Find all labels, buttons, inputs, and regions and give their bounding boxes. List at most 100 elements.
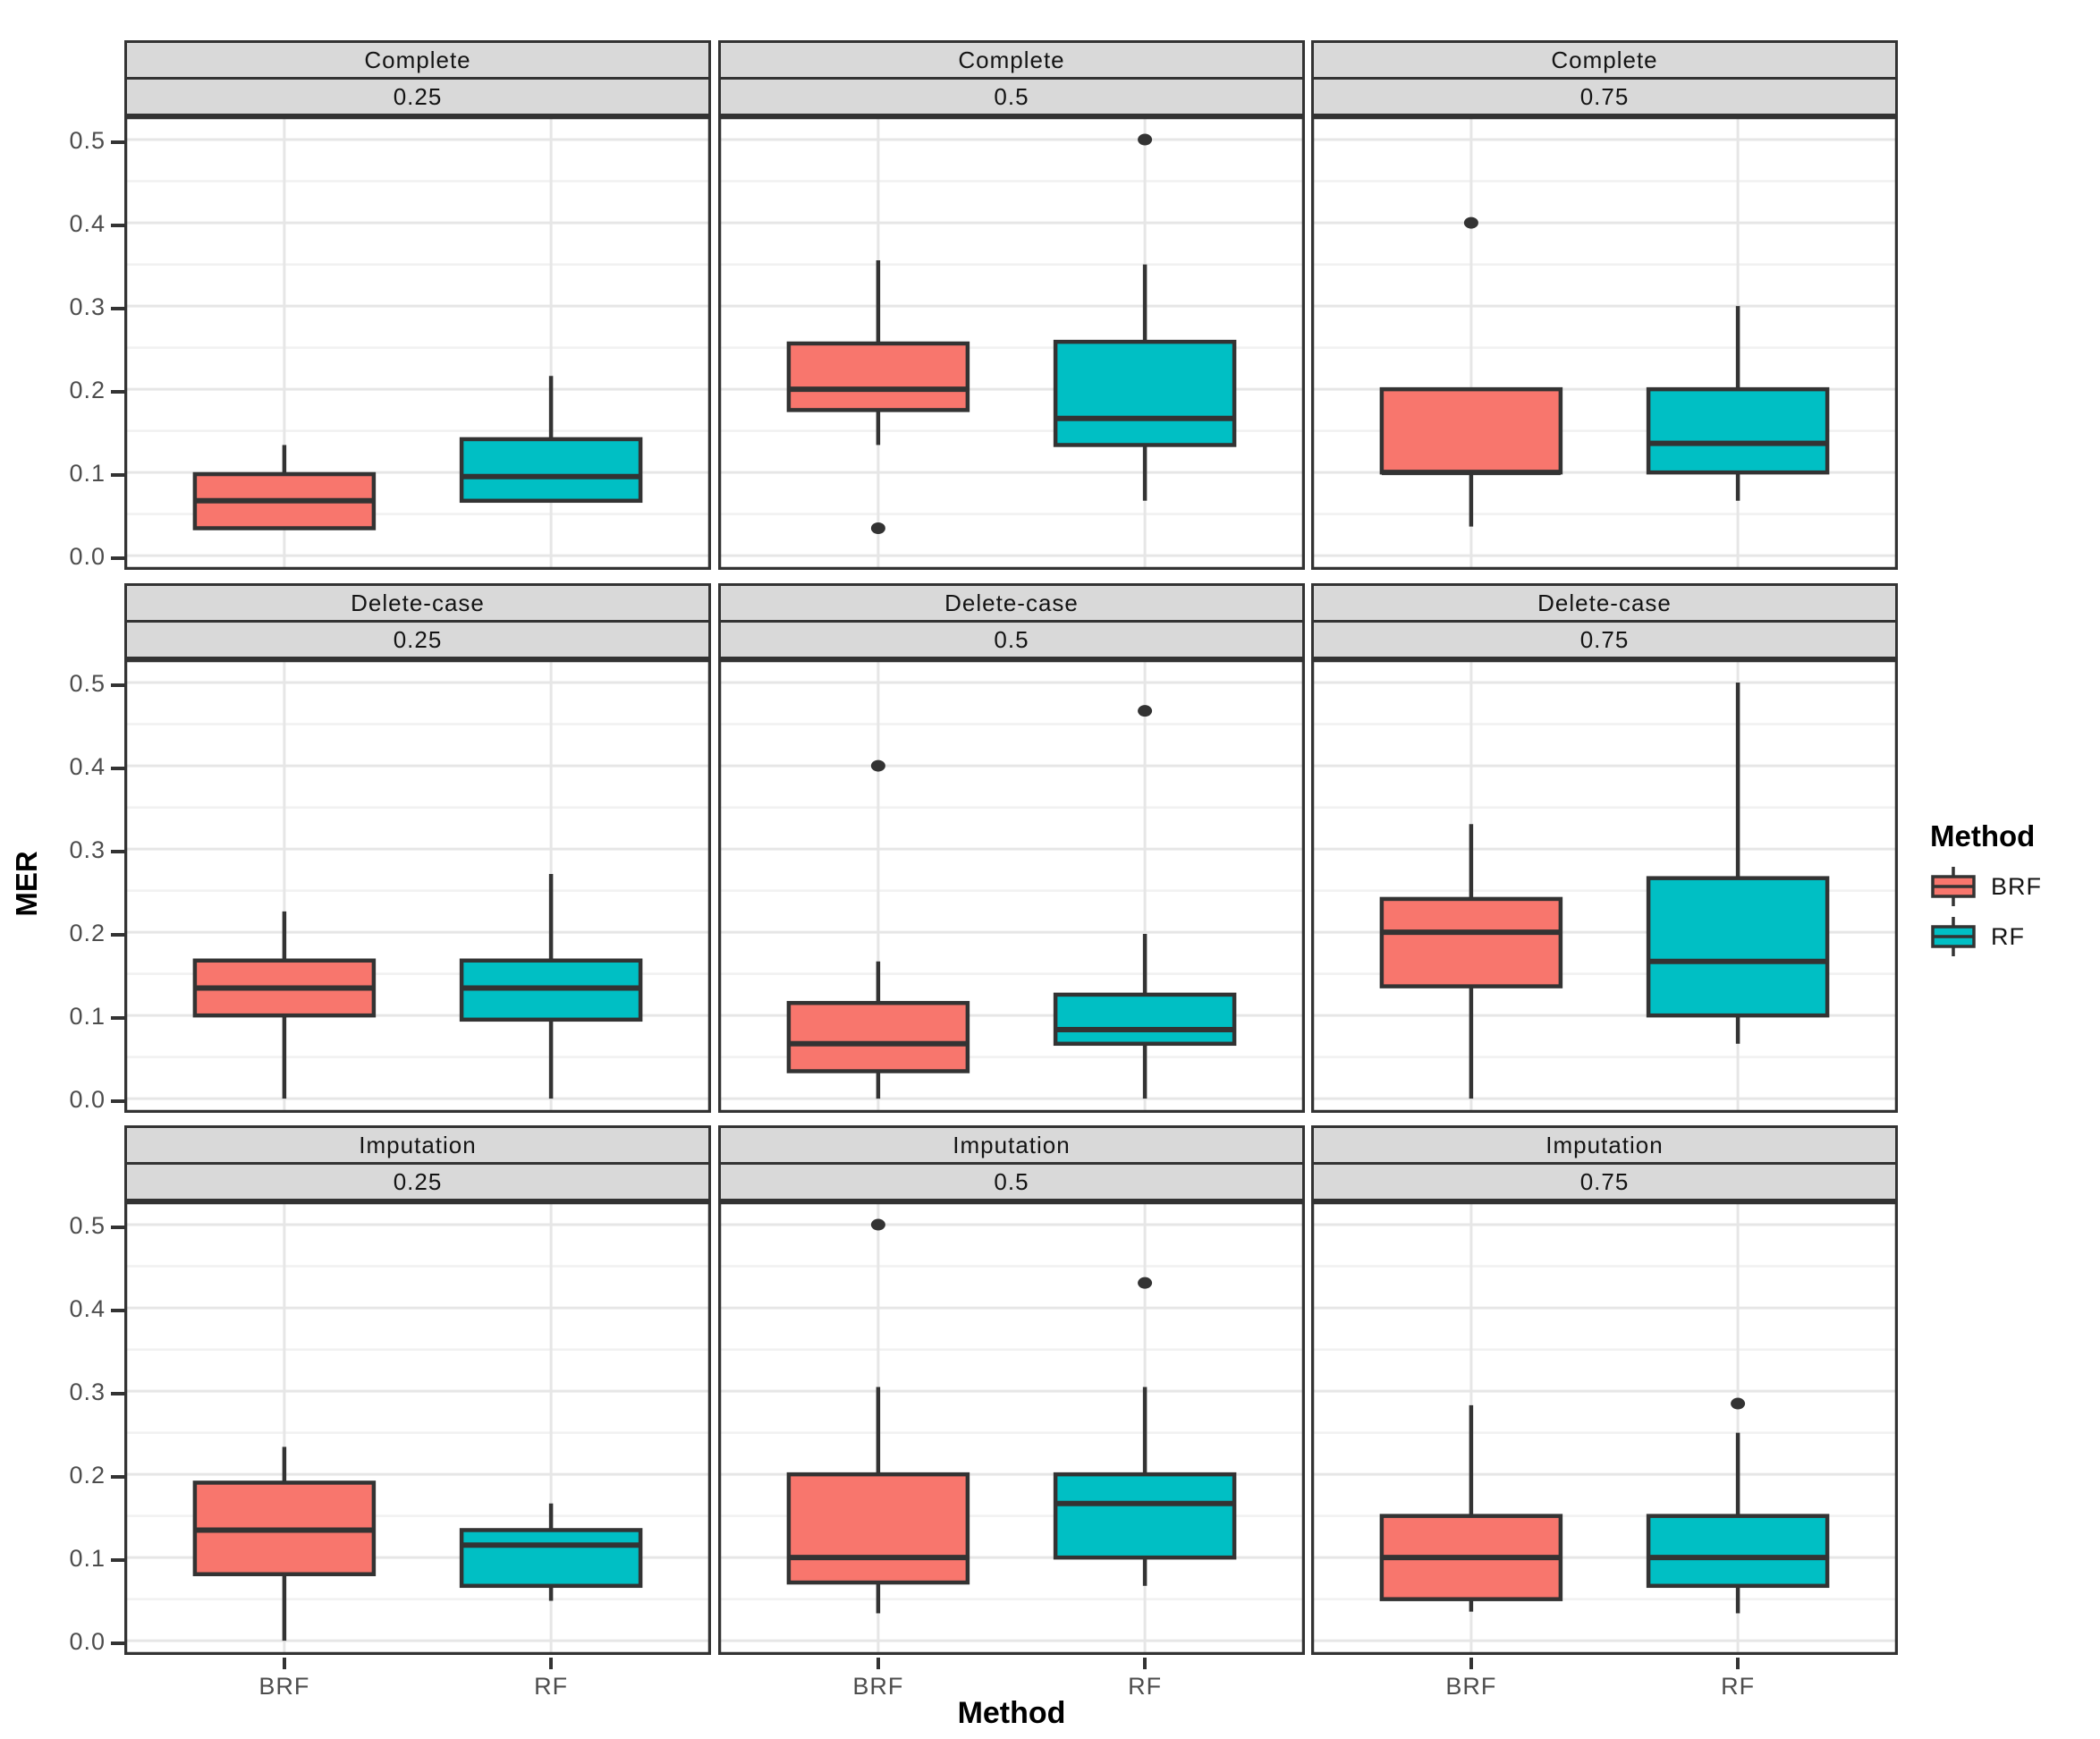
box-rf <box>459 1503 643 1601</box>
facet-panel-imputation-0.25: Imputation 0.25 <box>124 1125 711 1658</box>
legend-entry-label: RF <box>1991 922 2025 950</box>
legend-key-brf-boxplot-icon <box>1931 867 1976 906</box>
x-axis-tick-mark <box>1469 1658 1473 1669</box>
y-axis-tick-label: 0.1 <box>69 460 106 488</box>
x-axis-tick-label: BRF <box>1445 1673 1497 1700</box>
box-rf <box>1646 1397 1830 1614</box>
strip-facet-row: Delete-case <box>718 583 1305 623</box>
y-axis-tick-label: 0.0 <box>69 543 106 571</box>
y-axis-tick-mark <box>111 1016 124 1021</box>
x-axis-tick-mark <box>282 1658 286 1669</box>
strip-facet-col: 0.5 <box>718 620 1305 659</box>
boxplot-panel-svg <box>718 659 1305 1113</box>
y-axis-tick-mark <box>111 1099 124 1104</box>
box-rf <box>459 376 643 504</box>
strip-facet-row: Delete-case <box>124 583 711 623</box>
facet-panel-delete-case-0.75: Delete-case 0.75 <box>1311 583 1898 1116</box>
box-rf <box>1053 705 1237 1099</box>
y-axis-tick-mark <box>111 683 124 688</box>
y-axis-tick-mark <box>111 224 124 228</box>
y-axis-tick-label: 0.4 <box>69 1295 106 1323</box>
x-axis-title: Method <box>957 1696 1066 1730</box>
facet-panel-imputation-0.5: Imputation 0.5 <box>718 1125 1305 1658</box>
boxplot-panel-svg <box>124 1201 711 1655</box>
boxplot-panel-svg <box>718 1201 1305 1655</box>
box-brf <box>192 1446 377 1641</box>
y-axis-tick-label: 0.3 <box>69 293 106 321</box>
strip-facet-col: 0.25 <box>124 1162 711 1201</box>
facet-panel-imputation-0.75: Imputation 0.75 <box>1311 1125 1898 1658</box>
y-axis-tick-mark <box>111 390 124 394</box>
strip-facet-col: 0.25 <box>124 77 711 116</box>
x-axis-tick-mark <box>549 1658 554 1669</box>
outlier-point <box>1463 216 1478 229</box>
facet-panel-complete-0.5: Complete 0.5 <box>718 40 1305 573</box>
outlier-point <box>1138 1277 1153 1289</box>
strip-facet-row: Delete-case <box>1311 583 1898 623</box>
box-brf <box>786 1218 970 1614</box>
y-axis-tick-mark <box>111 933 124 937</box>
y-axis-tick-label: 0.4 <box>69 753 106 781</box>
strip-facet-row: Complete <box>124 40 711 80</box>
boxplot-panel-svg <box>1311 1201 1898 1655</box>
y-axis-tick-mark <box>111 767 124 771</box>
y-axis-tick-label: 0.3 <box>69 836 106 864</box>
x-axis-tick-mark <box>1143 1658 1147 1669</box>
boxplot-panel-svg <box>1311 659 1898 1113</box>
box-rf <box>1053 1277 1237 1586</box>
facet-panel-complete-0.75: Complete 0.75 <box>1311 40 1898 573</box>
strip-facet-row: Complete <box>1311 40 1898 80</box>
y-axis-tick-label: 0.5 <box>69 670 106 698</box>
y-axis-tick-mark <box>111 1392 124 1396</box>
strip-facet-row: Imputation <box>124 1125 711 1165</box>
y-axis-tick-label: 0.1 <box>69 1003 106 1031</box>
y-axis-tick-mark <box>111 140 124 145</box>
boxplot-panel-svg <box>124 659 711 1113</box>
facet-panel-delete-case-0.5: Delete-case 0.5 <box>718 583 1305 1116</box>
y-axis-tick-label: 0.0 <box>69 1628 106 1656</box>
box-brf <box>786 759 970 1099</box>
legend-entry-brf: BRF <box>1928 864 2100 909</box>
x-axis-tick-label: RF <box>1721 1673 1756 1700</box>
y-axis-tick-mark <box>111 473 124 478</box>
y-axis-tick-label: 0.5 <box>69 127 106 155</box>
strip-facet-row: Complete <box>718 40 1305 80</box>
outlier-point <box>1731 1397 1746 1410</box>
legend-entry-label: BRF <box>1991 872 2042 900</box>
outlier-point <box>870 522 885 534</box>
y-axis-tick-mark <box>111 850 124 854</box>
boxplot-panel-svg <box>718 116 1305 570</box>
legend-title: Method <box>1930 819 2036 853</box>
legend-key-rf-boxplot-icon <box>1931 917 1976 956</box>
boxplot-panel-svg <box>1311 116 1898 570</box>
y-axis-tick-mark <box>111 1475 124 1480</box>
strip-facet-col: 0.5 <box>718 77 1305 116</box>
box-brf <box>192 911 377 1099</box>
y-axis-tick-label: 0.1 <box>69 1545 106 1573</box>
box-brf <box>786 259 970 534</box>
box-rf <box>1053 133 1237 501</box>
box-brf <box>1379 216 1563 527</box>
y-axis-tick-label: 0.3 <box>69 1378 106 1406</box>
y-axis-tick-mark <box>111 556 124 561</box>
x-axis-tick-label: BRF <box>258 1673 310 1700</box>
box-brf <box>1379 1404 1563 1612</box>
y-axis-tick-label: 0.2 <box>69 377 106 404</box>
y-axis-tick-mark <box>111 1641 124 1646</box>
y-axis-tick-label: 0.5 <box>69 1212 106 1240</box>
x-axis-tick-mark <box>876 1658 880 1669</box>
strip-facet-row: Imputation <box>718 1125 1305 1165</box>
box-rf <box>1646 683 1830 1044</box>
boxplot-panel-svg <box>124 116 711 570</box>
strip-facet-col: 0.25 <box>124 620 711 659</box>
x-axis-tick-label: RF <box>534 1673 569 1700</box>
strip-facet-col: 0.5 <box>718 1162 1305 1201</box>
y-axis-tick-label: 0.2 <box>69 920 106 947</box>
x-axis-tick-mark <box>1736 1658 1740 1669</box>
box-rf <box>1646 306 1830 501</box>
y-axis-tick-mark <box>111 307 124 311</box>
strip-facet-col: 0.75 <box>1311 620 1898 659</box>
x-axis-tick-label: RF <box>1128 1673 1163 1700</box>
legend: Method BRF RF <box>1928 819 2100 964</box>
